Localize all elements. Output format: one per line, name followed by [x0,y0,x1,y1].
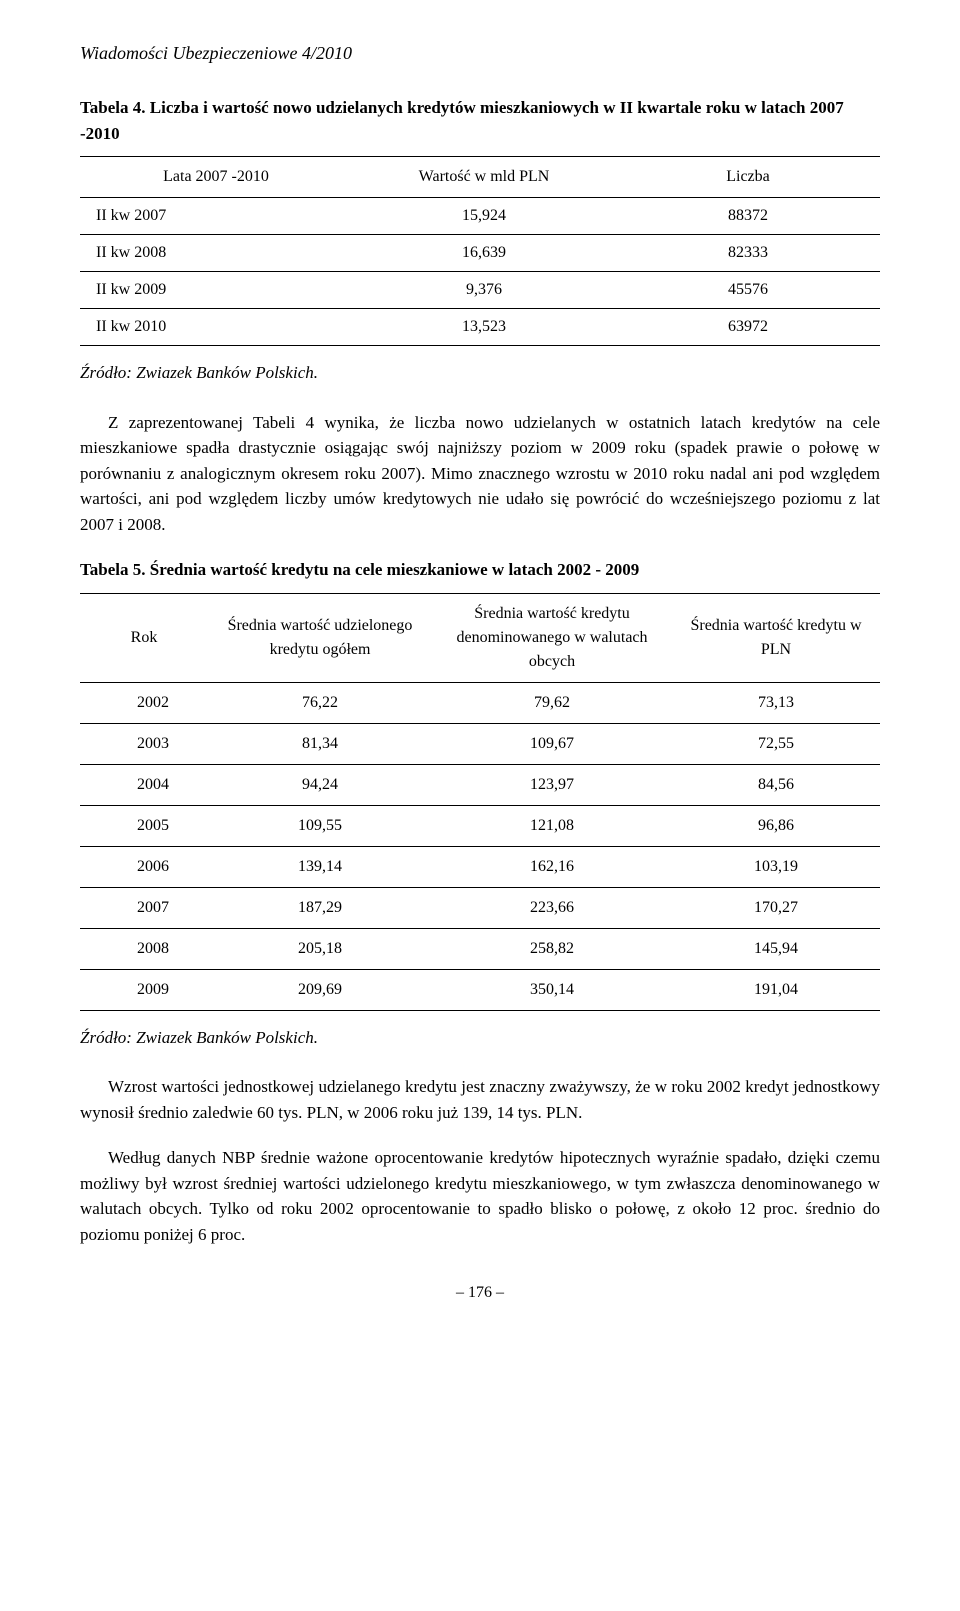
cell: 13,523 [352,309,616,346]
cell: 258,82 [432,928,672,969]
page-number: – 176 – [80,1281,880,1305]
cell: 72,55 [672,723,880,764]
table5-col-3: Średnia wartość kredytu w PLN [672,593,880,682]
cell: 2004 [80,764,208,805]
table-row: 2002 76,22 79,62 73,13 [80,682,880,723]
cell: 209,69 [208,969,432,1010]
cell: 350,14 [432,969,672,1010]
paragraph-2: Wzrost wartości jednostkowej udzielanego… [80,1074,880,1125]
table-row: 2003 81,34 109,67 72,55 [80,723,880,764]
cell: 81,34 [208,723,432,764]
table5-col-2: Średnia wartość kredytu denominowanego w… [432,593,672,682]
table-row: 2007 187,29 223,66 170,27 [80,887,880,928]
cell: 45576 [616,272,880,309]
cell: 16,639 [352,235,616,272]
cell: 2007 [80,887,208,928]
cell: 191,04 [672,969,880,1010]
cell: 84,56 [672,764,880,805]
paragraph-3: Według danych NBP średnie ważone oprocen… [80,1145,880,1247]
table4-source: Źródło: Zwiazek Banków Polskich. [80,360,880,386]
table-row: II kw 2007 15,924 88372 [80,198,880,235]
table-row: 2005 109,55 121,08 96,86 [80,805,880,846]
cell: 145,94 [672,928,880,969]
cell: 2006 [80,846,208,887]
table5: Rok Średnia wartość udzielonego kredytu … [80,593,880,1011]
cell: 94,24 [208,764,432,805]
table5-col-0: Rok [80,593,208,682]
cell: 109,55 [208,805,432,846]
cell: 15,924 [352,198,616,235]
table5-col-1: Średnia wartość udzielonego kredytu ogół… [208,593,432,682]
table4-col-2: Liczba [616,157,880,198]
cell: 2008 [80,928,208,969]
cell: 170,27 [672,887,880,928]
cell: II kw 2010 [80,309,352,346]
cell: 162,16 [432,846,672,887]
table-row: 2009 209,69 350,14 191,04 [80,969,880,1010]
cell: 2009 [80,969,208,1010]
cell: 79,62 [432,682,672,723]
cell: 121,08 [432,805,672,846]
table-row: 2008 205,18 258,82 145,94 [80,928,880,969]
table-row: II kw 2008 16,639 82333 [80,235,880,272]
table-row: 2006 139,14 162,16 103,19 [80,846,880,887]
table-row: II kw 2009 9,376 45576 [80,272,880,309]
cell: 88372 [616,198,880,235]
cell: 205,18 [208,928,432,969]
journal-header: Wiadomości Ubezpieczeniowe 4/2010 [80,40,880,67]
table4-col-1: Wartość w mld PLN [352,157,616,198]
cell: 139,14 [208,846,432,887]
table5-source: Źródło: Zwiazek Banków Polskich. [80,1025,880,1051]
cell: II kw 2008 [80,235,352,272]
cell: 2005 [80,805,208,846]
cell: II kw 2009 [80,272,352,309]
paragraph-1: Z zaprezentowanej Tabeli 4 wynika, że li… [80,410,880,538]
cell: 9,376 [352,272,616,309]
table4-col-0: Lata 2007 -2010 [80,157,352,198]
table5-caption: Tabela 5. Średnia wartość kredytu na cel… [80,557,880,583]
table4-caption: Tabela 4. Liczba i wartość nowo udzielan… [80,95,880,146]
cell: 103,19 [672,846,880,887]
cell: II kw 2007 [80,198,352,235]
cell: 187,29 [208,887,432,928]
table4: Lata 2007 -2010 Wartość w mld PLN Liczba… [80,156,880,346]
cell: 123,97 [432,764,672,805]
cell: 63972 [616,309,880,346]
cell: 2002 [80,682,208,723]
cell: 223,66 [432,887,672,928]
cell: 76,22 [208,682,432,723]
cell: 73,13 [672,682,880,723]
table-row: II kw 2010 13,523 63972 [80,309,880,346]
cell: 2003 [80,723,208,764]
cell: 96,86 [672,805,880,846]
cell: 82333 [616,235,880,272]
table-row: 2004 94,24 123,97 84,56 [80,764,880,805]
cell: 109,67 [432,723,672,764]
